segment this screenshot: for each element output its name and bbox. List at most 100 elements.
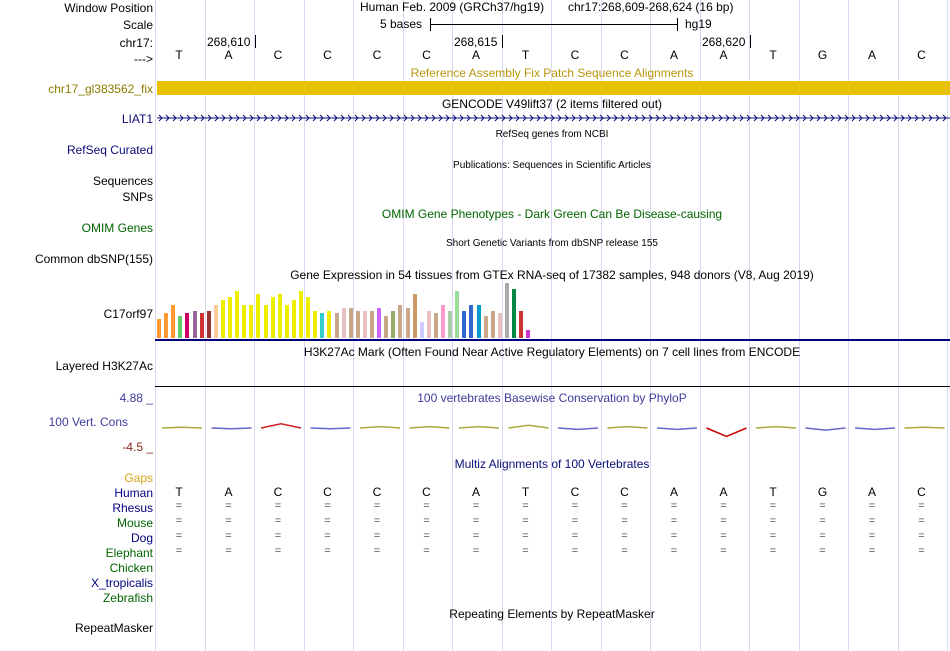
gtex-tissue-bar[interactable] — [249, 305, 254, 338]
gtex-tissue-bar[interactable] — [213, 305, 218, 338]
gtex-tissue-bar[interactable] — [171, 305, 176, 338]
gtex-bar-chart[interactable] — [157, 283, 950, 338]
gtex-tissue-bar[interactable] — [469, 305, 474, 338]
gtex-tissue-bar[interactable] — [291, 299, 296, 338]
gtex-gene-label[interactable]: C17orf97 — [103, 307, 153, 321]
gtex-tissue-bar[interactable] — [263, 305, 268, 338]
strand-chevron — [914, 114, 919, 122]
refseq-label[interactable]: RefSeq Curated — [66, 143, 153, 157]
gtex-tissue-bar[interactable] — [512, 288, 516, 338]
fix-patch-alignment-bar[interactable] — [157, 81, 950, 95]
ruler-base: C — [570, 48, 580, 62]
gtex-tissue-bar[interactable] — [284, 305, 289, 338]
strand-chevron — [886, 114, 891, 122]
species-label[interactable]: Elephant — [105, 546, 153, 560]
gaps-label[interactable]: Gaps — [124, 471, 153, 485]
gtex-tissue-bar[interactable] — [334, 313, 339, 338]
gtex-tissue-bar[interactable] — [362, 310, 367, 338]
gtex-tissue-bar[interactable] — [526, 329, 531, 338]
gtex-tissue-bar[interactable] — [398, 305, 403, 338]
strand-chevron — [942, 114, 947, 122]
gtex-tissue-bar[interactable] — [370, 310, 374, 338]
gtex-tissue-bar[interactable] — [242, 305, 247, 338]
h3k27ac-label[interactable]: Layered H3K27Ac — [55, 359, 153, 373]
gtex-tissue-bar[interactable] — [228, 296, 232, 338]
fix-patch-label[interactable]: chr17_gl383562_fix — [48, 82, 153, 96]
gtex-tissue-bar[interactable] — [270, 296, 275, 338]
cons-score-mark — [211, 427, 252, 430]
grid-line — [303, 0, 305, 651]
gtex-tissue-bar[interactable] — [256, 294, 261, 338]
identical-base-mark: = — [819, 515, 826, 527]
strand-chevron — [431, 114, 436, 122]
liat1-label[interactable]: LIAT1 — [121, 112, 153, 126]
gtex-tissue-bar[interactable] — [419, 321, 424, 338]
species-label[interactable]: Dog — [130, 531, 153, 545]
species-label[interactable]: Mouse — [116, 516, 153, 530]
gtex-tissue-bar[interactable] — [320, 313, 325, 338]
gtex-tissue-bar[interactable] — [462, 310, 467, 338]
dbsnp-label[interactable]: Common dbSNP(155) — [34, 252, 153, 266]
identical-base-mark: = — [373, 530, 381, 542]
gtex-tissue-bar[interactable] — [519, 310, 524, 338]
repeatmasker-label[interactable]: RepeatMasker — [74, 621, 153, 635]
gtex-tissue-bar[interactable] — [313, 310, 318, 338]
gtex-tissue-bar[interactable] — [476, 305, 481, 338]
gtex-tissue-bar[interactable] — [483, 316, 488, 338]
gtex-tissue-bar[interactable] — [433, 313, 438, 338]
cons-score-mark — [854, 427, 896, 431]
gtex-tissue-bar[interactable] — [164, 313, 169, 338]
sequences-label[interactable]: Sequences — [92, 174, 153, 188]
species-label[interactable]: Human — [114, 486, 153, 500]
gtex-tissue-bar[interactable] — [384, 316, 389, 338]
gtex-tissue-bar[interactable] — [504, 283, 509, 338]
gtex-tissue-bar[interactable] — [157, 318, 161, 338]
cons-track-label[interactable]: 100 Vert. Cons — [48, 415, 128, 429]
species-label[interactable]: Zebrafish — [102, 591, 153, 605]
strand-chevron — [550, 114, 555, 122]
identical-base-mark: = — [670, 530, 678, 542]
cons-score-mark — [409, 425, 450, 429]
gtex-tissue-bar[interactable] — [192, 310, 197, 338]
gtex-tissue-bar[interactable] — [277, 294, 282, 338]
omim-label[interactable]: OMIM Genes — [81, 221, 153, 235]
human-aligned-base: A — [471, 485, 480, 499]
gtex-tissue-bar[interactable] — [455, 291, 460, 338]
strand-chevron — [851, 114, 856, 122]
identical-base-mark: = — [423, 500, 430, 512]
phylop-conservation-plot[interactable] — [157, 418, 950, 438]
gtex-tissue-bar[interactable] — [178, 316, 183, 338]
gtex-tissue-bar[interactable] — [341, 307, 346, 338]
human-aligned-base: C — [917, 485, 926, 499]
species-label[interactable]: Chicken — [109, 561, 153, 575]
gtex-tissue-bar[interactable] — [441, 305, 445, 338]
gtex-tissue-bar[interactable] — [490, 310, 495, 338]
snps-label[interactable]: SNPs — [122, 190, 153, 204]
identical-base-mark: = — [175, 530, 183, 542]
gtex-tissue-bar[interactable] — [377, 307, 382, 338]
gtex-tissue-bar[interactable] — [327, 310, 332, 338]
liat1-gene-model[interactable] — [157, 112, 950, 124]
strand-chevron — [389, 114, 394, 122]
gtex-tissue-bar[interactable] — [405, 307, 410, 338]
gtex-tissue-bar[interactable] — [348, 307, 353, 338]
gtex-tissue-bar[interactable] — [199, 313, 204, 338]
gtex-tissue-bar[interactable] — [355, 310, 360, 338]
identical-base-mark: = — [373, 545, 381, 557]
gtex-tissue-bar[interactable] — [412, 294, 417, 338]
grid-line — [798, 0, 800, 651]
gtex-tissue-bar[interactable] — [299, 291, 303, 338]
gtex-tissue-bar[interactable] — [185, 313, 190, 338]
gtex-tissue-bar[interactable] — [235, 291, 240, 338]
window-position-value[interactable]: chr17:268,609-268,624 (16 bp) — [568, 0, 734, 14]
species-label[interactable]: Rhesus — [112, 501, 153, 515]
species-label[interactable]: X_tropicalis — [90, 576, 153, 590]
gtex-tissue-bar[interactable] — [426, 310, 431, 338]
gtex-tissue-bar[interactable] — [306, 296, 311, 338]
identical-base-mark: = — [571, 530, 579, 542]
gtex-tissue-bar[interactable] — [391, 310, 396, 338]
gtex-tissue-bar[interactable] — [220, 299, 225, 338]
gtex-tissue-bar[interactable] — [448, 310, 453, 338]
gtex-tissue-bar[interactable] — [206, 310, 211, 338]
gtex-tissue-bar[interactable] — [497, 313, 502, 338]
